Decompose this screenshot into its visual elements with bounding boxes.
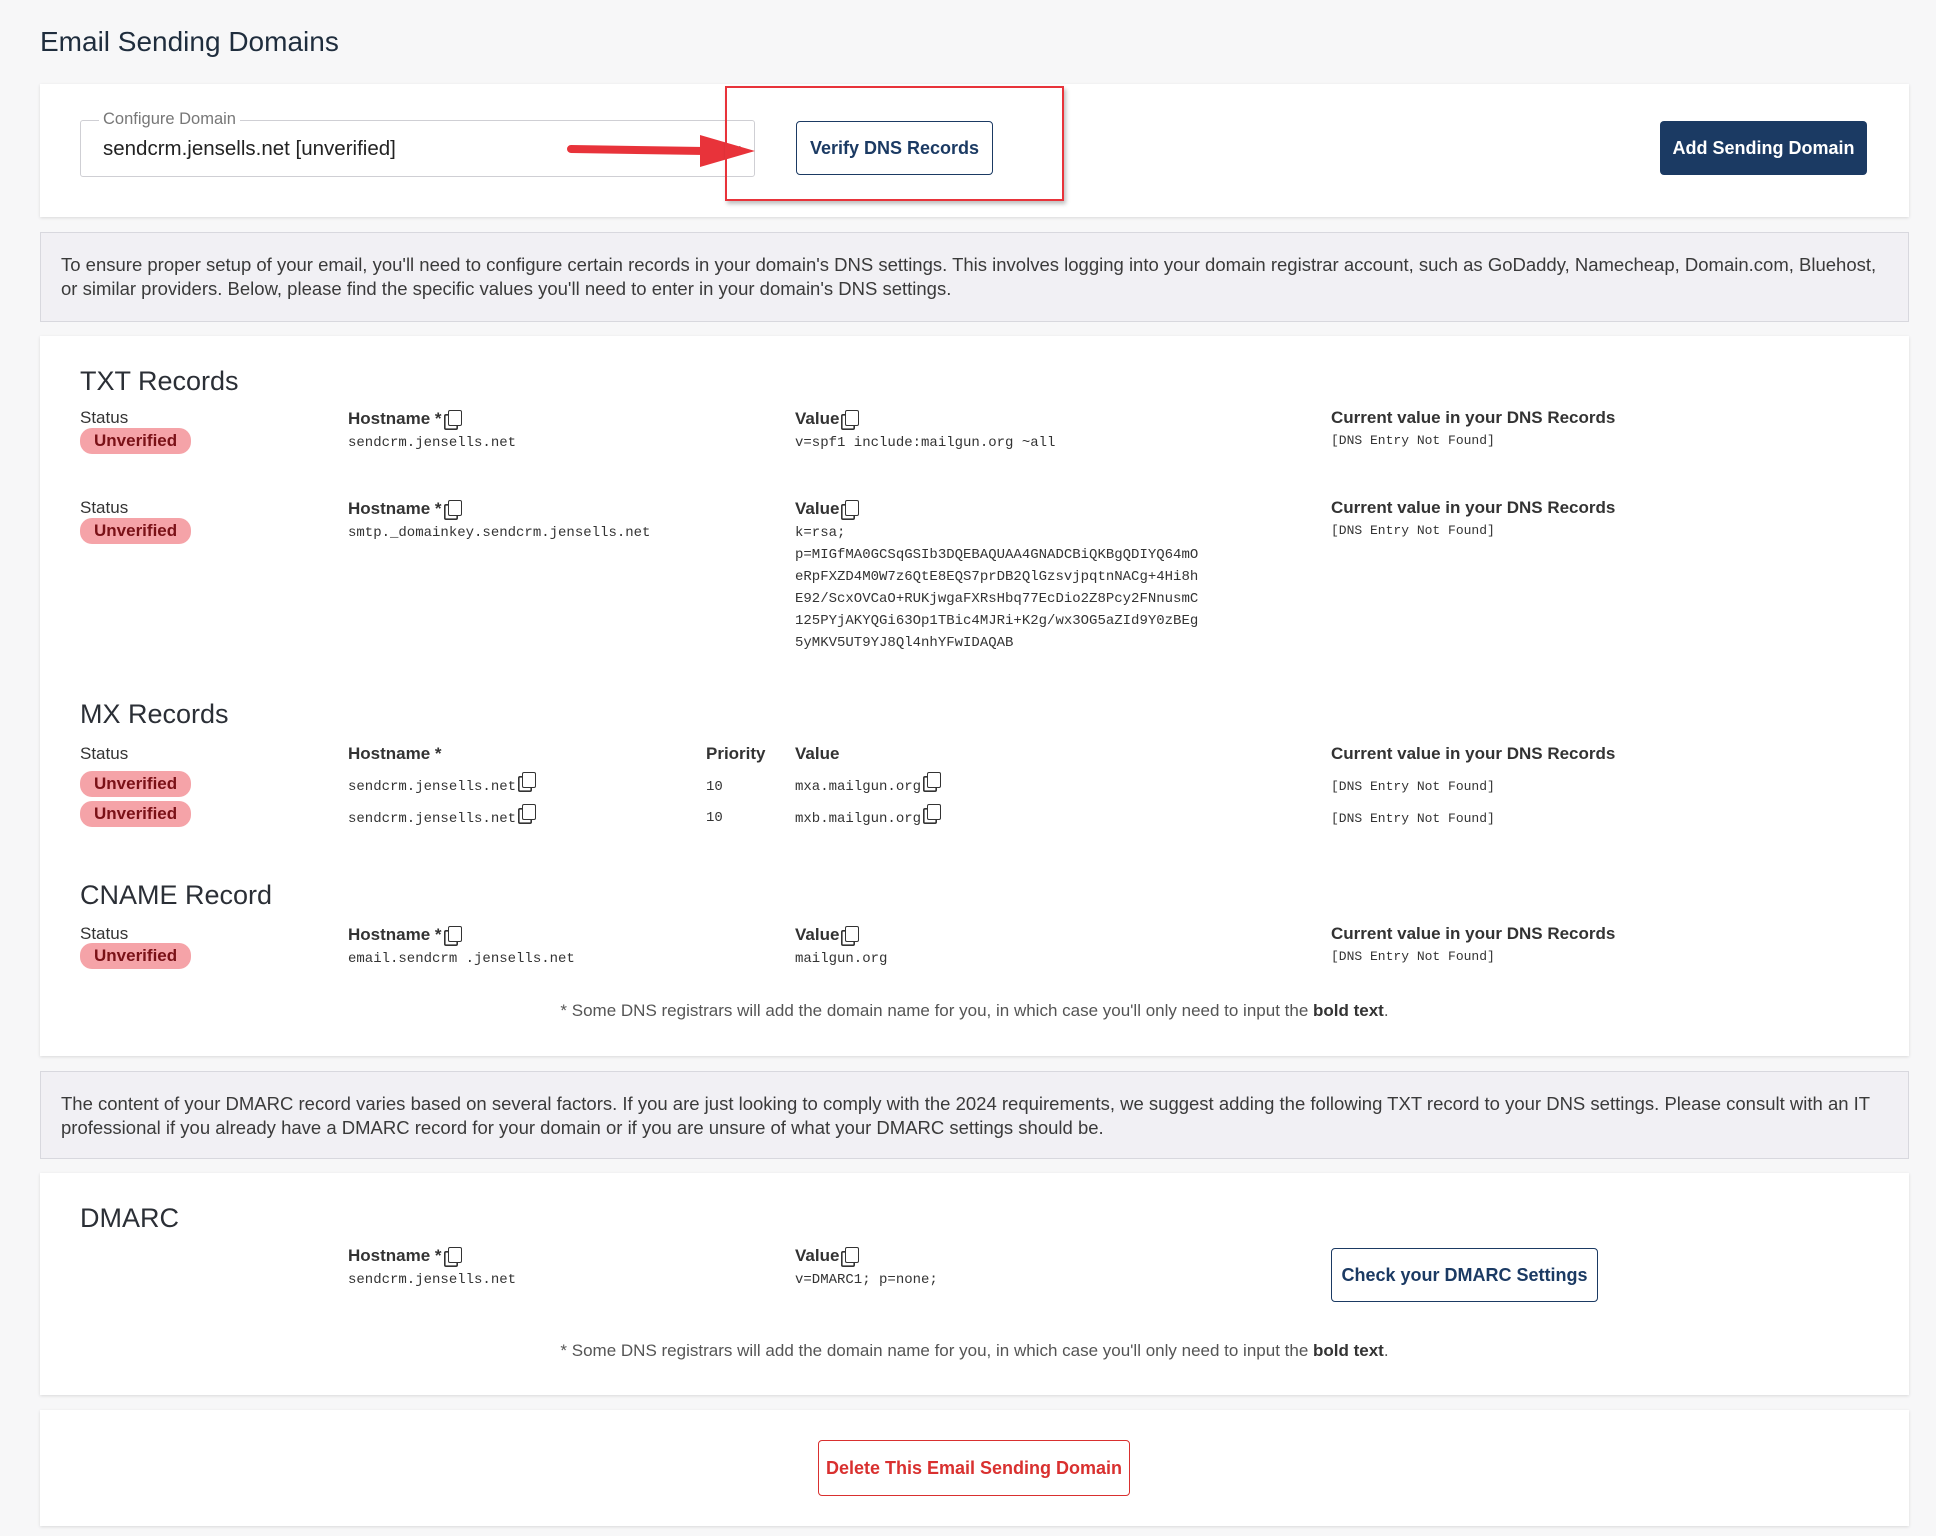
dmarc-hostname: sendcrm.jensells.net: [348, 1272, 517, 1288]
cname-record-heading: CNAME Record: [80, 880, 273, 910]
hostname-label: Hostname *: [348, 1245, 462, 1266]
mx-value: mxa.mailgun.org: [795, 772, 942, 798]
priority-label: Priority: [706, 744, 766, 763]
dmarc-value: v=DMARC1; p=none;: [795, 1272, 938, 1288]
copy-hostname-icon[interactable]: [447, 500, 462, 516]
copy-value-icon[interactable]: [845, 410, 860, 426]
copy-hostname-icon[interactable]: [447, 410, 462, 426]
status-badge: Unverified: [80, 801, 192, 827]
copy-hostname-icon[interactable]: [447, 1247, 462, 1263]
copy-hostname-icon[interactable]: [447, 926, 462, 942]
hostname-label: Hostname *: [348, 744, 442, 763]
current-value-label: Current value in your DNS Records: [1331, 498, 1616, 517]
dmarc-info: The content of your DMARC record varies …: [40, 1071, 1909, 1159]
copy-value-icon[interactable]: [927, 804, 942, 820]
current-value-label: Current value in your DNS Records: [1331, 408, 1616, 427]
value-label: Value: [795, 498, 860, 519]
status-label: Status: [80, 924, 129, 943]
copy-hostname-icon[interactable]: [522, 804, 537, 820]
delete-domain-button[interactable]: Delete This Email Sending Domain: [818, 1440, 1130, 1496]
add-sending-domain-button[interactable]: Add Sending Domain: [1660, 121, 1867, 175]
current-value: [DNS Entry Not Found]: [1331, 433, 1495, 448]
hostname-label: Hostname *: [348, 498, 462, 519]
cname-value: mailgun.org: [795, 951, 888, 967]
copy-value-icon[interactable]: [845, 1247, 860, 1263]
txt-hostname: sendcrm.jensells.net: [348, 435, 517, 451]
registrar-note: * Some DNS registrars will add the domai…: [560, 1341, 1389, 1360]
value-label: Value: [795, 1245, 860, 1266]
dns-setup-info: To ensure proper setup of your email, yo…: [40, 232, 1909, 322]
verify-dns-records-button[interactable]: Verify DNS Records: [796, 121, 993, 175]
domain-toolbar: Configure Domain sendcrm.jensells.net [u…: [40, 84, 1909, 217]
status-badge: Unverified: [80, 428, 192, 454]
current-value-label: Current value in your DNS Records: [1331, 744, 1616, 763]
copy-value-icon[interactable]: [845, 926, 860, 942]
txt-value: v=spf1 include:mailgun.org ~all: [795, 435, 1056, 451]
status-badge: Unverified: [80, 771, 192, 797]
status-badge: Unverified: [80, 518, 192, 544]
dmarc-heading: DMARC: [80, 1203, 179, 1233]
hostname-label: Hostname *: [348, 924, 462, 945]
copy-hostname-icon[interactable]: [522, 772, 537, 788]
status-label: Status: [80, 408, 129, 427]
red-arrow-annotation: [567, 135, 755, 167]
mx-records-heading: MX Records: [80, 699, 229, 729]
hostname-label: Hostname *: [348, 408, 462, 429]
highlight-box-annotation: [725, 86, 1064, 201]
page-title: Email Sending Domains: [40, 26, 339, 57]
cname-hostname: email.sendcrm .jensells.net: [348, 951, 575, 967]
status-badge: Unverified: [80, 943, 192, 969]
registrar-note: * Some DNS registrars will add the domai…: [560, 1001, 1389, 1020]
configure-domain-select[interactable]: Configure Domain sendcrm.jensells.net [u…: [80, 110, 755, 177]
dkim-value: k=rsa; p=MIGfMA0GCSqGSIb3DQEBAQUAA4GNADC…: [795, 525, 1199, 651]
txt-records-heading: TXT Records: [80, 366, 239, 396]
current-value: [DNS Entry Not Found]: [1331, 779, 1495, 794]
mx-priority: 10: [706, 779, 723, 795]
copy-value-icon[interactable]: [927, 772, 942, 788]
check-dmarc-settings-button[interactable]: Check your DMARC Settings: [1331, 1248, 1598, 1302]
selected-domain: sendcrm.jensells.net [unverified]: [103, 137, 396, 160]
dns-records-card: TXT Records Status Unverified Hostname *…: [40, 336, 1909, 1056]
value-label: Value: [795, 924, 860, 945]
current-value: [DNS Entry Not Found]: [1331, 949, 1495, 964]
current-value-label: Current value in your DNS Records: [1331, 924, 1616, 943]
status-label: Status: [80, 744, 129, 763]
current-value: [DNS Entry Not Found]: [1331, 523, 1495, 538]
mx-hostname: sendcrm.jensells.net: [348, 804, 537, 830]
configure-domain-label: Configure Domain: [99, 110, 240, 129]
delete-card: Delete This Email Sending Domain: [40, 1410, 1909, 1526]
dmarc-card: DMARC Hostname * sendcrm.jensells.net Va…: [40, 1173, 1909, 1395]
copy-value-icon[interactable]: [845, 500, 860, 516]
mx-hostname: sendcrm.jensells.net: [348, 772, 537, 798]
mx-value: mxb.mailgun.org: [795, 804, 942, 830]
current-value: [DNS Entry Not Found]: [1331, 811, 1495, 826]
status-label: Status: [80, 498, 129, 517]
mx-priority: 10: [706, 810, 723, 826]
value-label: Value: [795, 744, 840, 763]
dkim-hostname: smtp._domainkey.sendcrm.jensells.net: [348, 525, 651, 541]
value-label: Value: [795, 408, 860, 429]
